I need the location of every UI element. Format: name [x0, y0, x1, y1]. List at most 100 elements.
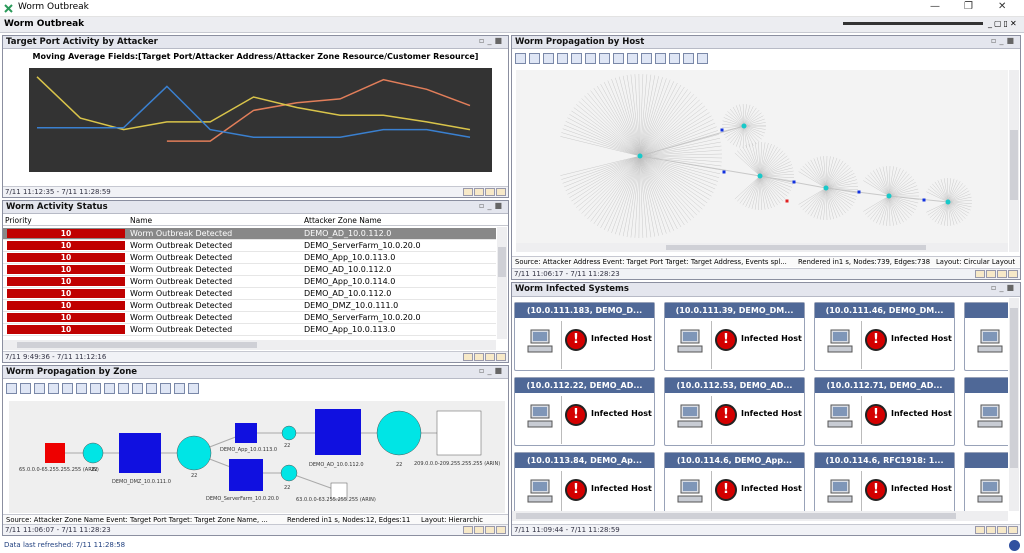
table-row[interactable]: 10 Worm Outbreak Detected DEMO_App_10.0.11…: [3, 324, 496, 336]
column-priority[interactable]: Priority: [5, 216, 32, 225]
layout-icon[interactable]: [585, 53, 596, 64]
infected-host-card[interactable]: (10.0.113.84, DEMO_Ap...! Infected Host: [514, 452, 655, 511]
column-zone[interactable]: Attacker Zone Name: [304, 216, 382, 225]
footer-controls[interactable]: [463, 526, 506, 535]
host-node[interactable]: [741, 123, 747, 129]
card-title: (10.0.111.183, DEMO_D...: [515, 303, 654, 318]
zoom-out-icon[interactable]: [557, 53, 568, 64]
footer-controls[interactable]: [463, 188, 506, 197]
help-icon[interactable]: [697, 53, 708, 64]
host-node[interactable]: [637, 153, 643, 159]
footer-time: 7/11 11:06:17 - 7/11 11:28:23: [514, 270, 620, 278]
settings-icon[interactable]: [683, 53, 694, 64]
vertical-scrollbar[interactable]: [1009, 70, 1019, 252]
help-icon[interactable]: [188, 383, 199, 394]
select-tool-icon[interactable]: [6, 383, 17, 394]
zone-node[interactable]: [82, 442, 104, 464]
zone-node[interactable]: [119, 433, 161, 473]
zoom-out-icon[interactable]: [48, 383, 59, 394]
zone-node[interactable]: [330, 482, 348, 500]
footer-controls[interactable]: [463, 353, 506, 362]
grid-icon[interactable]: [613, 53, 624, 64]
print-icon[interactable]: [160, 383, 171, 394]
zone-node[interactable]: [315, 409, 361, 455]
table-row[interactable]: 10 Worm Outbreak Detected DEMO_ServerFarm_…: [3, 240, 496, 252]
panel-controls[interactable]: ▫_■: [479, 36, 505, 45]
infected-host-card[interactable]: (10.0.112.53, DEMO_AD...! Infected Host: [664, 377, 805, 446]
table-row[interactable]: 10 Worm Outbreak Detected DEMO_App_10.0.11…: [3, 276, 496, 288]
fit-icon[interactable]: [62, 383, 73, 394]
infected-host-card[interactable]: (10.0.!Infected Host: [964, 377, 1008, 446]
table-row[interactable]: 10 Worm Outbreak Detected DEMO_ServerFarm_…: [3, 312, 496, 324]
save-icon[interactable]: [529, 53, 540, 64]
host-node[interactable]: [823, 185, 829, 191]
name-cell: Worm Outbreak Detected: [130, 277, 233, 286]
panel-controls[interactable]: ▫_■: [479, 366, 505, 375]
host-node[interactable]: [757, 173, 763, 179]
horizontal-scrollbar[interactable]: [3, 340, 496, 350]
infected-host-card[interactable]: (10.0.114.6, RFC1918: 1...! Infected Host: [814, 452, 955, 511]
name-cell: Worm Outbreak Detected: [130, 241, 233, 250]
infected-host-card[interactable]: (10.0.111.183, DEMO_D...! Infected Host: [514, 302, 655, 371]
table-row[interactable]: 10 Worm Outbreak Detected DEMO_DMZ_10.0.11…: [3, 300, 496, 312]
panel-controls[interactable]: ▫_■: [479, 201, 505, 210]
panel-header: Worm Propagation by Host ▫_■: [512, 36, 1020, 49]
export-icon[interactable]: [132, 383, 143, 394]
zone-node[interactable]: [281, 425, 297, 441]
layout-icon[interactable]: [76, 383, 87, 394]
grid-icon[interactable]: [104, 383, 115, 394]
zoom-in-icon[interactable]: [34, 383, 45, 394]
table-row[interactable]: 10 Worm Outbreak Detected DEMO_AD_10.0.112…: [3, 264, 496, 276]
horizontal-scrollbar[interactable]: [516, 243, 1008, 252]
close-icon[interactable]: ✕: [998, 1, 1007, 12]
column-name[interactable]: Name: [130, 216, 153, 225]
zoom-slider[interactable]: [843, 22, 983, 25]
infected-host-card[interactable]: (10.0.112.71, DEMO_AD...! Infected Host: [814, 377, 955, 446]
zone-node[interactable]: [376, 410, 422, 456]
table-row[interactable]: 10 Worm Outbreak Detected DEMO_AD_10.0.112…: [3, 288, 496, 300]
image-icon[interactable]: [146, 383, 157, 394]
infected-host-card[interactable]: (10.0.112.22, DEMO_AD...! Infected Host: [514, 377, 655, 446]
footer-controls[interactable]: [975, 270, 1018, 279]
table-row[interactable]: 10 Worm Outbreak Detected DEMO_App_10.0.11…: [3, 252, 496, 264]
panel-controls[interactable]: ▫_■: [991, 283, 1017, 292]
export-icon[interactable]: [641, 53, 652, 64]
image-icon[interactable]: [655, 53, 666, 64]
maximize-icon[interactable]: ❐: [964, 1, 973, 12]
zone-node[interactable]: [235, 423, 257, 443]
card-label: Infected Host: [891, 484, 952, 493]
vertical-scrollbar[interactable]: [497, 227, 507, 339]
zone-node[interactable]: [176, 435, 212, 471]
panel-title: Worm Activity Status: [6, 202, 108, 212]
app-window-controls[interactable]: _▢▯✕: [988, 19, 1019, 28]
infected-host-card[interactable]: (10.0.!Infected Host: [964, 302, 1008, 371]
zone-node[interactable]: [436, 410, 482, 456]
zone-node[interactable]: [280, 464, 298, 482]
table-row[interactable]: 10 Worm Outbreak Detected DEMO_AD_10.0.112…: [3, 228, 496, 240]
minimize-icon[interactable]: —: [930, 1, 940, 12]
horizontal-scrollbar[interactable]: [512, 511, 1008, 521]
table-icon[interactable]: [118, 383, 129, 394]
print-icon[interactable]: [669, 53, 680, 64]
table-icon[interactable]: [627, 53, 638, 64]
infected-host-card[interactable]: (10.0.114.6, DEMO_App...! Infected Host: [664, 452, 805, 511]
select-tool-icon[interactable]: [515, 53, 526, 64]
hierarchy-icon[interactable]: [599, 53, 610, 64]
host-node[interactable]: [945, 199, 951, 205]
zone-node[interactable]: [45, 443, 65, 463]
infected-host-card[interactable]: (10.0.111.46, DEMO_DM...! Infected Host: [814, 302, 955, 371]
hierarchy-icon[interactable]: [90, 383, 101, 394]
panel-controls[interactable]: ▫_■: [991, 36, 1017, 45]
infected-host-card[interactable]: (10.0.111.39, DEMO_DM...! Infected Host: [664, 302, 805, 371]
fit-icon[interactable]: [571, 53, 582, 64]
footer-controls[interactable]: [975, 526, 1018, 535]
zone-node[interactable]: [229, 459, 263, 491]
zoom-in-icon[interactable]: [543, 53, 554, 64]
host-node[interactable]: [886, 193, 892, 199]
settings-icon[interactable]: [174, 383, 185, 394]
save-icon[interactable]: [20, 383, 31, 394]
priority-cell: 10: [7, 301, 125, 310]
infected-host-card[interactable]: (10.0.!Infected Host: [964, 452, 1008, 511]
vertical-scrollbar[interactable]: [1009, 298, 1019, 511]
name-cell: Worm Outbreak Detected: [130, 289, 233, 298]
